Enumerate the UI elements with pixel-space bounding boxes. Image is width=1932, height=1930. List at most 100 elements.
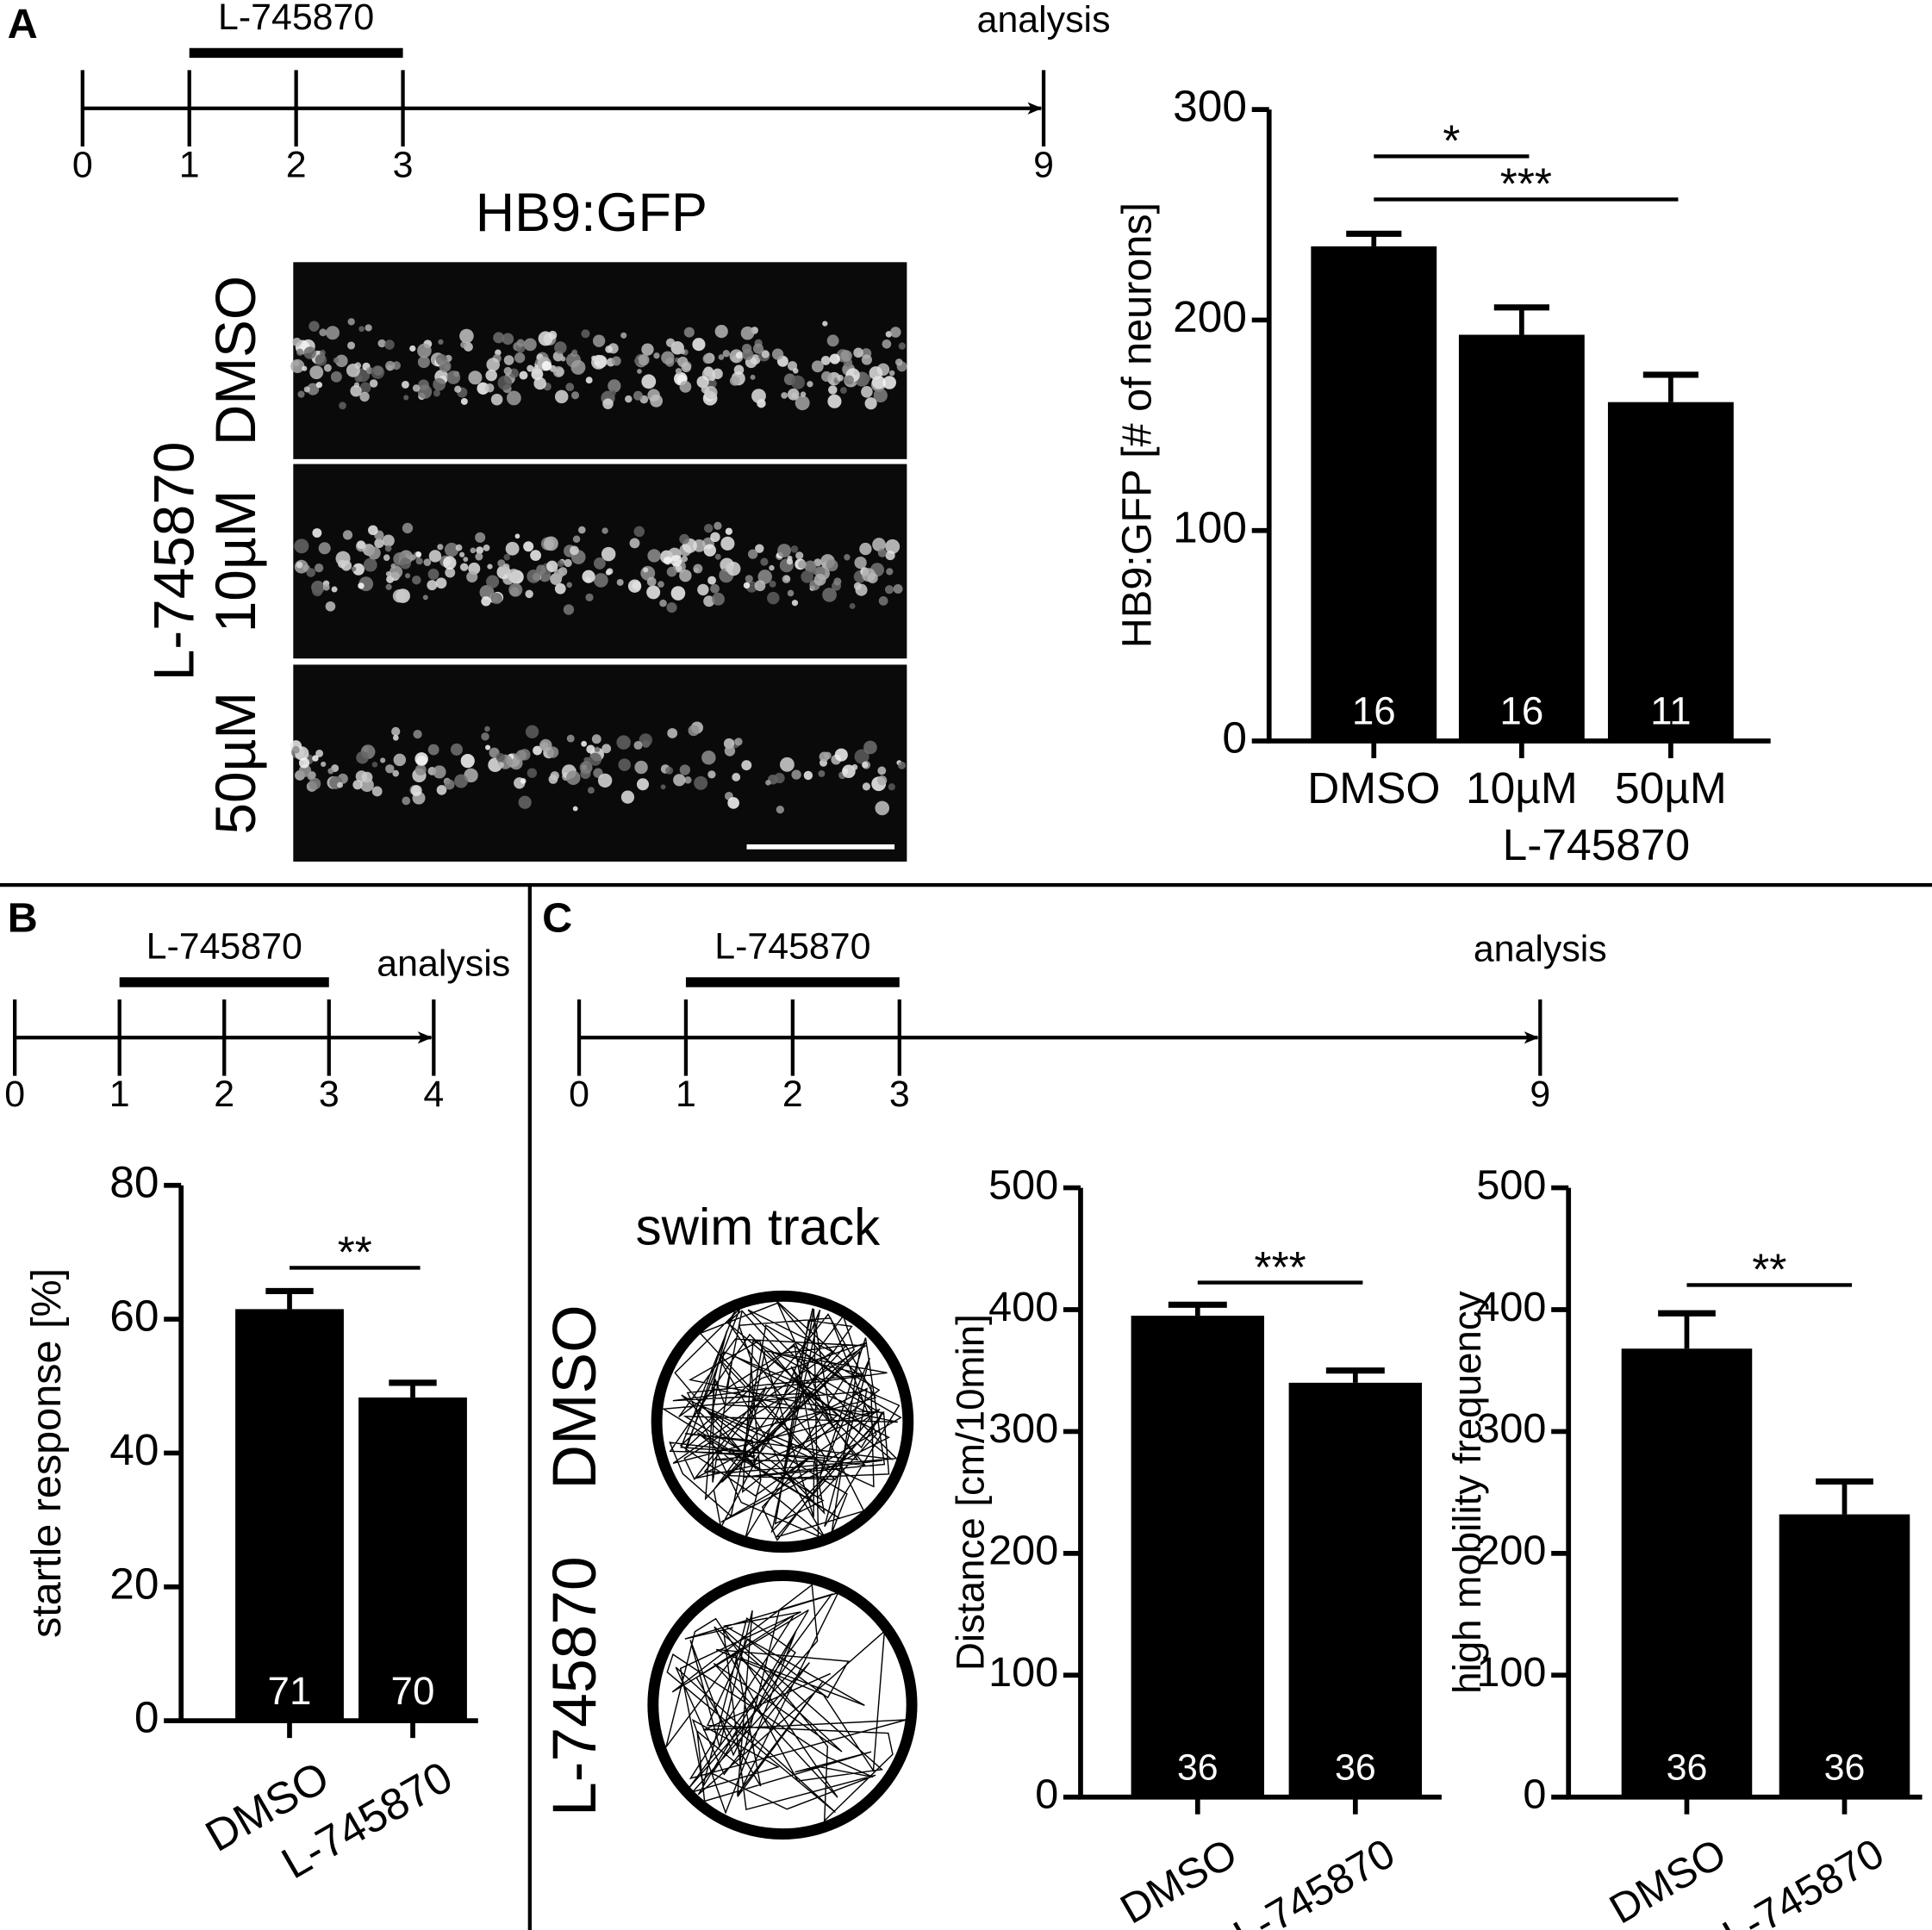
- cell-dot: [885, 550, 895, 561]
- cell-dot: [525, 725, 539, 738]
- cell-dot: [867, 572, 878, 584]
- cell-dot: [725, 563, 734, 573]
- cell-dot: [505, 541, 520, 556]
- cell-dot: [593, 573, 608, 588]
- cell-dot: [703, 523, 714, 533]
- cell-dot: [335, 551, 351, 566]
- cell-dot: [502, 563, 510, 570]
- cell-dot: [346, 341, 356, 350]
- cell-dot: [303, 346, 316, 359]
- cell-dot: [479, 584, 495, 600]
- cell-dot: [319, 328, 327, 337]
- cell-dot: [765, 780, 771, 786]
- cell-dot: [297, 390, 305, 398]
- cell-dot: [647, 549, 661, 563]
- significance-label: *: [1443, 115, 1460, 165]
- cell-dot: [459, 328, 474, 344]
- cell-dot: [782, 575, 791, 583]
- cell-dot: [321, 761, 327, 767]
- y-axis-label: startle response [%]: [23, 1268, 70, 1638]
- cell-dot: [616, 578, 624, 586]
- cell-dot: [572, 535, 581, 543]
- cell-dot: [878, 596, 888, 606]
- cell-dot: [702, 353, 714, 364]
- cell-dot: [839, 387, 847, 394]
- y-tick-label: 100: [988, 1649, 1058, 1696]
- cell-dot: [481, 732, 489, 741]
- cell-dot: [326, 326, 340, 340]
- cell-dot: [861, 354, 872, 365]
- cell-dot: [552, 366, 564, 377]
- cell-dot: [754, 580, 766, 592]
- cell-dot: [380, 757, 386, 763]
- cell-dot: [391, 726, 401, 737]
- cell-dot: [409, 345, 416, 352]
- cell-dot: [893, 583, 903, 594]
- cell-dot: [761, 350, 770, 358]
- cell-dot: [481, 596, 491, 607]
- cell-dot: [468, 370, 483, 385]
- cell-dot: [383, 554, 390, 561]
- cell-dot: [415, 557, 423, 565]
- cell-dot: [371, 762, 378, 768]
- cell-dot: [703, 544, 717, 557]
- cell-dot: [610, 390, 616, 396]
- cell-dot: [740, 326, 755, 340]
- cell-dot: [437, 544, 444, 551]
- cell-dot: [546, 560, 558, 572]
- cell-dot: [636, 778, 650, 791]
- timeline-tick-label: 0: [72, 145, 93, 186]
- cell-dot: [566, 734, 575, 743]
- cell-dot: [455, 544, 463, 551]
- cell-dot: [837, 374, 844, 382]
- cell-dot: [385, 583, 392, 590]
- bar: [1458, 334, 1585, 741]
- y-tick-label: 300: [988, 1405, 1058, 1452]
- cell-dot: [679, 569, 692, 582]
- cell-dot: [869, 366, 883, 380]
- cell-dot: [294, 539, 309, 554]
- x-group-label: L-745870: [1503, 819, 1690, 869]
- bar: [1311, 246, 1437, 741]
- sample-size: 36: [1824, 1747, 1866, 1789]
- panel-label: C: [542, 894, 572, 941]
- x-tick-label: 10µM: [1466, 763, 1578, 812]
- cell-dot: [885, 539, 901, 554]
- cell-dot: [750, 374, 756, 380]
- cell-dot: [855, 583, 868, 596]
- cell-dot: [834, 748, 848, 762]
- cell-dot: [720, 536, 735, 551]
- cell-dot: [427, 568, 439, 580]
- cell-dot: [769, 580, 776, 588]
- cell-dot: [803, 770, 813, 781]
- cell-dot: [554, 389, 569, 404]
- swim-path: [661, 1298, 902, 1541]
- cell-dot: [363, 557, 377, 572]
- cell-dot: [365, 324, 372, 332]
- cell-dot: [503, 366, 512, 376]
- cell-dot: [633, 740, 643, 750]
- cell-dot: [681, 555, 689, 563]
- cell-dot: [502, 333, 514, 346]
- sample-size: 16: [1352, 689, 1396, 733]
- cell-dot: [827, 394, 842, 408]
- cell-dot: [331, 586, 338, 593]
- cell-dot: [296, 348, 304, 356]
- micrograph-group-label: L-745870: [142, 442, 206, 682]
- cell-dot: [463, 557, 469, 563]
- cell-dot: [591, 734, 601, 744]
- cell-dot: [638, 354, 650, 366]
- cell-dot: [498, 762, 505, 769]
- cell-dot: [605, 346, 614, 353]
- cell-dot: [414, 752, 428, 766]
- cell-dot: [475, 552, 483, 561]
- timeline-tick-label: 1: [179, 145, 200, 186]
- cell-dot: [641, 343, 654, 356]
- cell-dot: [666, 566, 677, 577]
- cell-dot: [337, 781, 344, 788]
- cell-dot: [888, 370, 895, 377]
- cell-dot: [460, 397, 468, 405]
- cell-dot: [415, 551, 422, 557]
- cell-dot: [530, 550, 541, 562]
- cell-dot: [821, 370, 832, 383]
